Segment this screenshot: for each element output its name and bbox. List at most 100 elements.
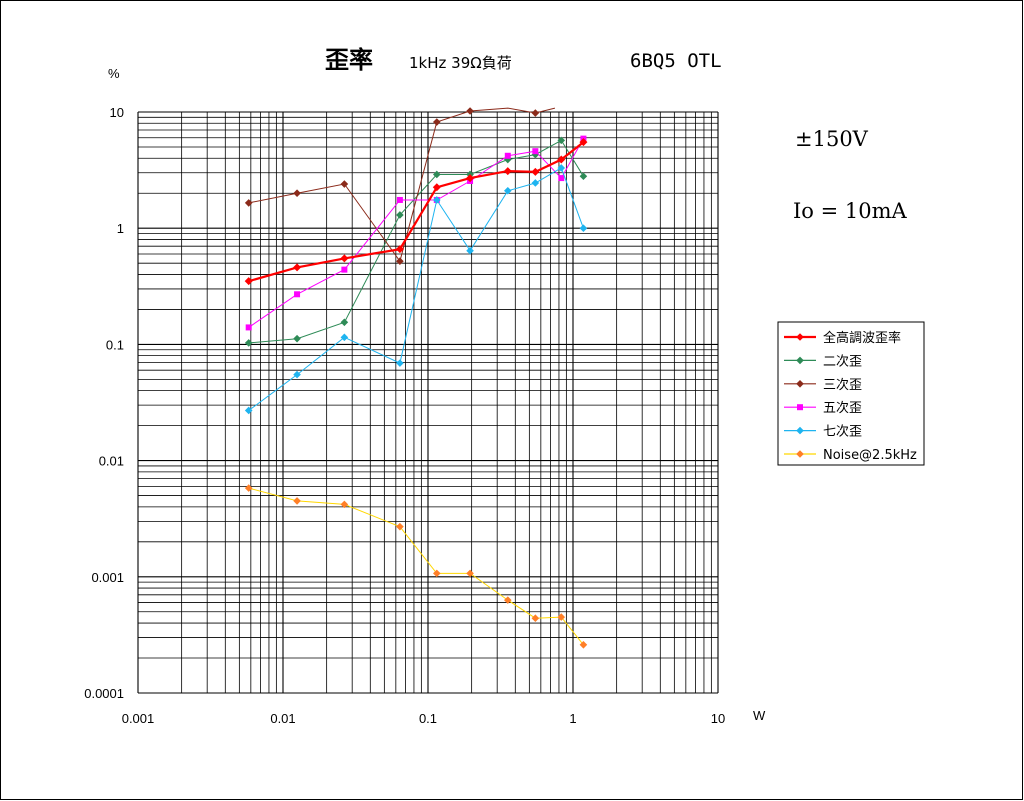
data-point xyxy=(244,406,253,415)
data-point xyxy=(293,497,301,505)
data-point xyxy=(294,291,301,298)
data-point xyxy=(244,277,253,286)
y-tick-label: 0.01 xyxy=(99,454,124,469)
data-point xyxy=(244,339,253,347)
data-point xyxy=(244,484,253,492)
y-tick-label: 0.1 xyxy=(106,337,124,352)
y-tick-label: 10 xyxy=(110,105,124,120)
data-point xyxy=(557,155,566,164)
data-point xyxy=(531,179,540,187)
data-point xyxy=(579,640,588,649)
chart-model: 6BQ5 OTL xyxy=(630,50,722,72)
series-line xyxy=(248,167,584,411)
data-point xyxy=(293,334,301,343)
data-point xyxy=(341,266,348,273)
legend-item: 七次歪 xyxy=(784,424,862,440)
chart-subtitle: 1kHz 39Ω負荷 xyxy=(409,54,512,72)
data-point xyxy=(503,596,512,604)
data-point xyxy=(558,175,565,182)
legend-item: 五次歪 xyxy=(784,400,862,416)
x-tick-label: 10 xyxy=(711,711,725,726)
x-axis-unit: W xyxy=(753,708,766,723)
series-line xyxy=(248,141,585,283)
chart-title: 歪率 xyxy=(325,46,373,74)
y-tick-labels: 10 1 0.1 0.01 0.001 0.0001 xyxy=(84,105,124,701)
data-point xyxy=(433,569,441,578)
data-point xyxy=(579,172,588,181)
y-tick-label: 1 xyxy=(117,221,124,236)
data-point xyxy=(503,167,512,176)
legend-box xyxy=(777,321,925,466)
data-point xyxy=(796,333,804,341)
legend-label: 二次歪 xyxy=(823,353,862,369)
data-point xyxy=(796,450,804,458)
data-point xyxy=(557,164,566,172)
legend-item: 二次歪 xyxy=(784,353,862,369)
series-line xyxy=(248,139,584,344)
data-point xyxy=(244,199,253,207)
data-point xyxy=(796,426,804,435)
data-point xyxy=(579,138,588,147)
data-point xyxy=(532,148,539,155)
x-tick-labels: 0.001 0.01 0.1 1 10 xyxy=(122,711,726,726)
data-point xyxy=(579,224,588,232)
data-point xyxy=(433,196,441,204)
data-point xyxy=(340,500,349,509)
data-point xyxy=(293,370,301,379)
data-point xyxy=(531,109,540,117)
data-point xyxy=(557,613,566,621)
data-point xyxy=(293,263,302,272)
legend-label: 三次歪 xyxy=(823,377,862,393)
y-tick-label: 0.001 xyxy=(91,570,124,585)
data-point xyxy=(396,257,404,266)
data-point xyxy=(466,246,474,255)
y-axis-unit: % xyxy=(108,66,120,81)
x-tick-label: 0.01 xyxy=(270,711,295,726)
data-point xyxy=(557,136,566,145)
data-point xyxy=(293,189,301,198)
data-point xyxy=(396,359,404,367)
data-point xyxy=(797,404,803,411)
legend-label: 全高調波歪率 xyxy=(823,330,901,346)
data-point xyxy=(503,155,512,164)
data-point xyxy=(340,333,349,342)
data-point xyxy=(504,152,511,159)
plot-grid xyxy=(137,111,719,694)
legend-item: Noise@2.5kHz xyxy=(784,448,917,463)
data-point xyxy=(395,245,404,254)
legend-item: 三次歪 xyxy=(784,377,862,393)
data-point xyxy=(466,569,474,578)
series-line xyxy=(248,487,584,646)
annotation-current: Io = 10mA xyxy=(793,199,908,223)
data-point xyxy=(396,196,403,203)
legend-label: 五次歪 xyxy=(823,400,862,416)
series-3 xyxy=(244,107,556,266)
data-point xyxy=(245,324,252,331)
data-point xyxy=(340,254,349,263)
annotation-voltage: ±150V xyxy=(795,127,869,151)
x-tick-label: 1 xyxy=(569,711,576,726)
series-6 xyxy=(244,484,588,649)
data-point xyxy=(396,522,404,531)
data-point xyxy=(396,211,404,219)
series-layer xyxy=(244,107,588,649)
series-5 xyxy=(244,164,588,415)
data-point xyxy=(531,167,540,176)
data-point xyxy=(503,186,512,195)
series-1 xyxy=(244,138,588,286)
y-tick-label: 0.0001 xyxy=(84,686,124,701)
data-point xyxy=(433,170,441,179)
legend-item: 全高調波歪率 xyxy=(784,330,901,346)
data-point xyxy=(466,107,474,115)
data-point xyxy=(433,118,441,126)
data-point xyxy=(340,180,349,188)
legend-label: 七次歪 xyxy=(823,424,862,440)
x-tick-label: 0.1 xyxy=(419,711,437,726)
data-point xyxy=(340,318,349,327)
data-point xyxy=(466,174,475,183)
data-point xyxy=(796,356,804,365)
legend-label: Noise@2.5kHz xyxy=(823,448,917,463)
data-point xyxy=(531,614,540,623)
data-point xyxy=(432,183,441,192)
